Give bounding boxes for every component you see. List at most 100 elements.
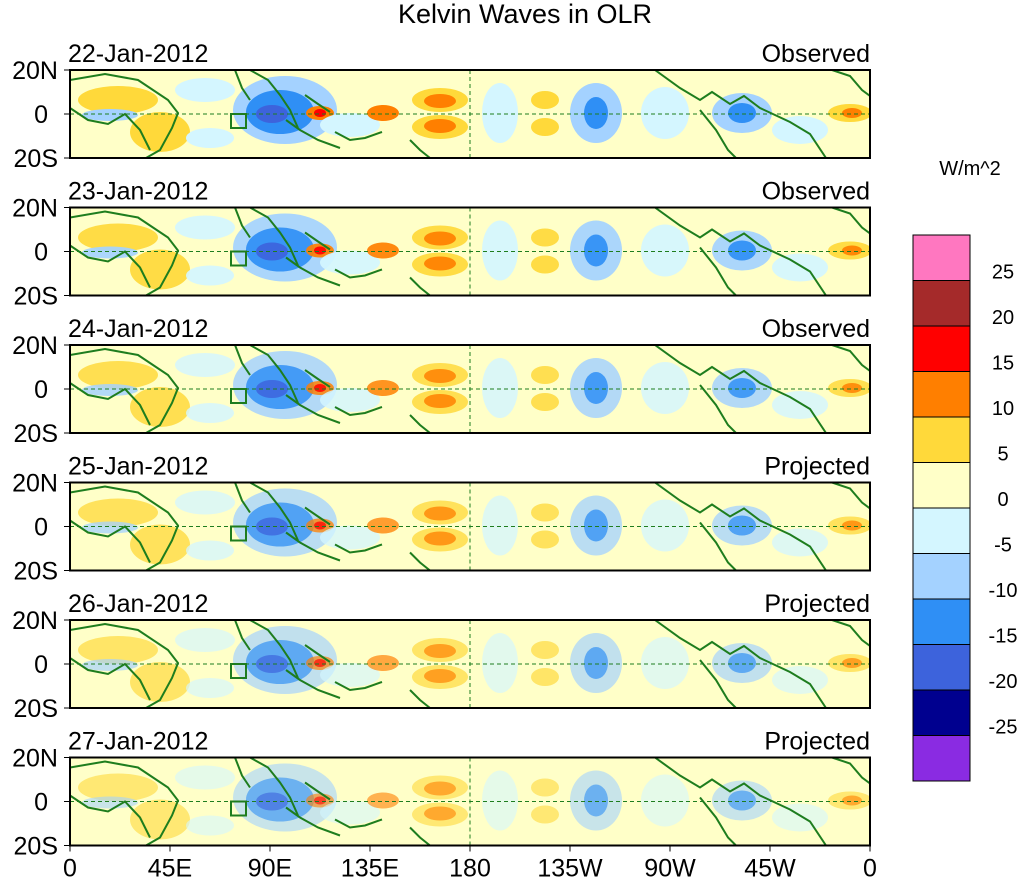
anomaly-blob (424, 781, 456, 796)
panel-status: Observed (762, 315, 870, 343)
colorbar-swatch (912, 371, 971, 418)
anomaly-blob (78, 498, 158, 527)
anomaly-blob (531, 641, 559, 659)
anomaly-blob (367, 242, 399, 259)
colorbar-label: -20 (989, 671, 1018, 693)
panel-status: Observed (762, 178, 870, 206)
anomaly-blob (82, 384, 138, 396)
colorbar-swatch (912, 644, 971, 691)
anomaly-blob (531, 530, 559, 549)
panel-date: 25-Jan-2012 (68, 453, 208, 481)
anomaly-blob (256, 517, 288, 536)
coastlines (70, 482, 870, 571)
map-panel-5: 26-Jan-2012 Projected 20N 0 20S (12, 590, 871, 723)
anomaly-blob (186, 403, 234, 423)
anomaly-blob (424, 644, 456, 658)
anomaly-blob (186, 678, 234, 698)
anomaly-blob (78, 773, 158, 802)
lat-label-equator: 0 (34, 376, 48, 404)
anomaly-blob (641, 224, 689, 277)
anomaly-blob (842, 520, 862, 531)
anomaly-field (78, 351, 870, 427)
anomaly-blob (186, 128, 234, 148)
coastlines (70, 345, 870, 433)
anomaly-blob (78, 223, 158, 252)
map-panel-4: 25-Jan-2012 Projected 20N 0 20S (12, 453, 871, 586)
anomaly-blob (175, 353, 235, 377)
anomaly-blob (367, 517, 399, 534)
anomaly-blob (772, 391, 828, 419)
anomaly-blob (424, 256, 456, 271)
anomaly-blob (186, 540, 234, 561)
anomaly-blob (728, 240, 756, 261)
lat-label-equator: 0 (34, 651, 48, 679)
anomaly-blob (424, 94, 456, 108)
colorbar-swatch (912, 598, 971, 645)
anomaly-blob (584, 647, 608, 679)
lon-label: 135E (341, 855, 399, 883)
lon-label: 180 (449, 855, 491, 883)
anomaly-blob (256, 242, 288, 261)
anomaly-blob (367, 380, 399, 396)
panel-status: Observed (762, 40, 870, 68)
lon-label: 0 (863, 855, 877, 883)
anomaly-blob (175, 765, 235, 790)
anomaly-blob (772, 528, 828, 557)
anomaly-blob (314, 659, 326, 667)
anomaly-blob (531, 805, 559, 824)
anomaly-blob (82, 246, 138, 259)
colorbar-swatch (912, 507, 971, 554)
anomaly-blob (424, 669, 456, 683)
coastlines (70, 207, 870, 296)
longitude-axis: 0 45E 90E 135E 180 135W 90W 45W 0 (63, 845, 877, 883)
colorbar-units: W/m^2 (939, 158, 1001, 180)
figure-title: Kelvin Waves in OLR (398, 0, 652, 29)
map-panel-2: 23-Jan-2012 Observed 20N 0 20S (12, 178, 871, 311)
anomaly-blob (531, 393, 559, 411)
anomaly-blob (82, 521, 138, 534)
anomaly-blob (641, 87, 689, 139)
anomaly-blob (256, 655, 288, 673)
anomaly-blob (482, 220, 518, 281)
anomaly-blob (256, 105, 288, 123)
colorbar-swatch (912, 689, 971, 736)
lat-label-equator: 0 (34, 789, 48, 817)
colorbar-label: 0 (997, 489, 1008, 511)
anomaly-blob (130, 112, 190, 152)
anomaly-blob (728, 790, 756, 811)
colorbar-swatch (912, 325, 971, 372)
lat-label-south: 20S (14, 145, 58, 173)
colorbar-label: -15 (989, 626, 1018, 648)
anomaly-blob (78, 636, 158, 664)
anomaly-blob (314, 384, 326, 392)
colorbar-label: -25 (989, 717, 1018, 739)
anomaly-blob (641, 499, 689, 552)
panel-ticks (64, 207, 70, 296)
colorbar-swatch (912, 234, 971, 281)
panel-status: Projected (764, 728, 870, 756)
anomaly-blob (424, 231, 456, 246)
anomaly-field (78, 488, 870, 565)
anomaly-blob (482, 770, 518, 831)
anomaly-blob (314, 521, 326, 530)
lon-label: 45E (148, 855, 192, 883)
colorbar-label: 10 (992, 398, 1014, 420)
panel-ticks (64, 619, 70, 709)
anomaly-blob (320, 250, 380, 275)
anomaly-blob (531, 228, 559, 247)
colorbar-label: 15 (992, 353, 1014, 375)
panel-ticks (64, 344, 70, 434)
lat-label-north: 20N (12, 607, 58, 635)
panel-status: Projected (764, 453, 870, 481)
anomaly-blob (78, 86, 158, 114)
anomaly-blob (772, 116, 828, 144)
colorbar-label: 20 (992, 307, 1014, 329)
panel-ticks (64, 757, 70, 846)
lat-label-south: 20S (14, 558, 58, 586)
anomaly-blob (424, 119, 456, 133)
anomaly-blob (78, 361, 158, 389)
anomaly-blob (367, 792, 399, 809)
colorbar-swatch (912, 280, 971, 327)
anomaly-blob (175, 490, 235, 515)
